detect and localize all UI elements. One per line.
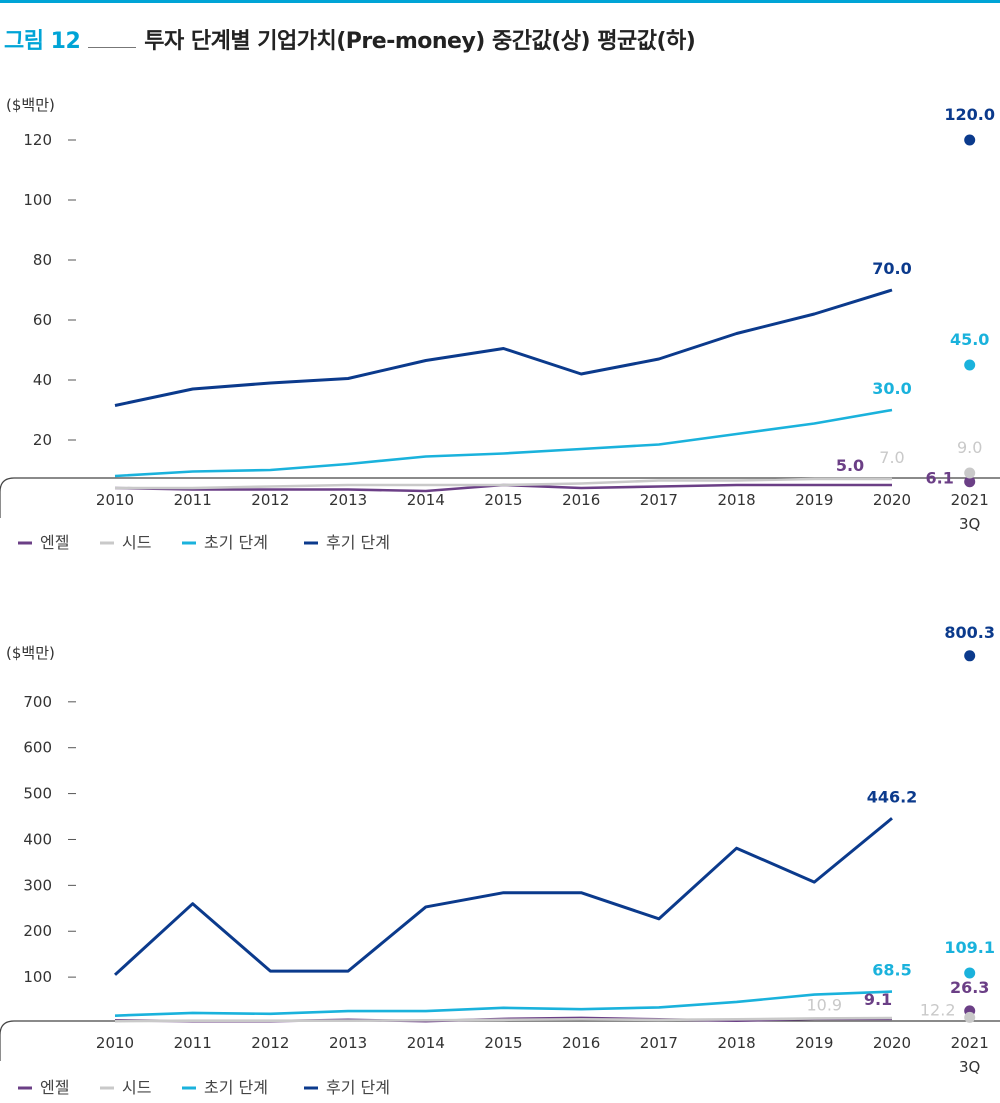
x-tick-label: 2011: [174, 1034, 212, 1052]
x-tick-label: 3Q: [959, 515, 980, 533]
data-label: 26.3: [950, 978, 989, 997]
x-tick-label: 2015: [484, 1034, 522, 1052]
legend-label-early: 초기 단계: [204, 1078, 268, 1097]
x-tick-label: 2017: [640, 1034, 678, 1052]
legend-label-seed: 시드: [122, 533, 151, 552]
x-tick-label: 2019: [795, 491, 833, 509]
series-line-later: [113, 817, 893, 976]
x-tick-label: 2014: [407, 491, 445, 509]
axis-frame: [0, 1020, 1000, 1061]
y-tick-label: 400: [23, 830, 52, 848]
legend-label-later: 후기 단계: [326, 1078, 390, 1097]
x-tick-label: 3Q: [959, 1058, 980, 1076]
series-point-later-2021: [964, 134, 976, 146]
y-tick-label: 80: [33, 251, 52, 269]
x-tick-label: 2010: [96, 1034, 134, 1052]
data-label: 7.0: [879, 448, 904, 467]
data-label: 5.0: [836, 456, 864, 475]
x-tick-label: 2013: [329, 491, 367, 509]
legend-label-seed: 시드: [122, 1078, 151, 1097]
data-label: 9.0: [957, 438, 982, 457]
x-tick-label: 2016: [562, 1034, 600, 1052]
legend-label-angel: 엔젤: [40, 1078, 69, 1097]
y-tick-label: 100: [23, 191, 52, 209]
series-point-early-2021: [964, 967, 976, 979]
x-tick-label: 2020: [873, 1034, 911, 1052]
y-tick-label: 700: [23, 693, 52, 711]
title-divider: [88, 46, 137, 48]
data-label: 109.1: [944, 938, 995, 957]
series-line-seed: [114, 1016, 893, 1023]
data-label: 10.9: [806, 995, 842, 1014]
y-tick-label: 40: [33, 371, 52, 389]
series-line-early: [114, 408, 893, 478]
data-label: 800.3: [944, 623, 995, 642]
data-label: 45.0: [950, 330, 989, 349]
data-label: 12.2: [920, 1000, 956, 1019]
figure-title: 그림 12 투자 단계별 기업가치(Pre-money) 중간값(상) 평균값(…: [4, 22, 696, 56]
top-accent-line: [0, 0, 1000, 3]
data-label: 9.1: [864, 990, 892, 1009]
y-tick-label: 20: [33, 431, 52, 449]
legend-label-early: 초기 단계: [204, 533, 268, 552]
x-tick-label: 2020: [873, 491, 911, 509]
series-point-seed-2021: [964, 1011, 976, 1023]
series-point-seed-2021: [964, 467, 976, 479]
legend-label-later: 후기 단계: [326, 533, 390, 552]
y-tick-label: 300: [23, 876, 52, 894]
data-label: 446.2: [867, 787, 918, 806]
axis-frame: [0, 477, 1000, 518]
mean-valuation-chart: ($백만) 100 200 300 400 500 600 700 2010 2011 2012 20…: [0, 623, 1000, 1097]
figure-caption: 투자 단계별 기업가치(Pre-money) 중간값(상) 평균값(하): [144, 29, 696, 54]
y-tick-label: 200: [23, 922, 52, 940]
x-tick-label: 2010: [96, 491, 134, 509]
x-tick-label: 2018: [718, 491, 756, 509]
series-line-seed: [115, 477, 892, 490]
data-label: 68.5: [872, 961, 911, 980]
series-point-angel-2021: [964, 476, 976, 488]
x-tick-label: 2021: [951, 491, 989, 509]
x-tick-label: 2012: [251, 1034, 289, 1052]
x-tick-label: 2012: [251, 491, 289, 509]
series-line-early: [114, 990, 893, 1017]
y-tick-label: 500: [23, 785, 52, 803]
x-tick-label: 2011: [174, 491, 212, 509]
x-tick-label: 2021: [951, 1034, 989, 1052]
x-tick-label: 2015: [484, 491, 522, 509]
data-label: 30.0: [872, 379, 911, 398]
unit-label: ($백만): [6, 644, 55, 662]
x-tick-label: 2016: [562, 491, 600, 509]
data-label: 70.0: [872, 259, 911, 278]
x-tick-label: 2018: [718, 1034, 756, 1052]
x-tick-label: 2013: [329, 1034, 367, 1052]
y-tick-label: 120: [23, 131, 52, 149]
series-line-later: [114, 288, 893, 407]
series-point-early-2021: [964, 359, 976, 371]
x-tick-label: 2019: [795, 1034, 833, 1052]
x-tick-label: 2017: [640, 491, 678, 509]
y-tick-label: 60: [33, 311, 52, 329]
data-label: 6.1: [926, 469, 954, 488]
x-tick-label: 2014: [407, 1034, 445, 1052]
data-label: 120.0: [944, 105, 995, 124]
y-tick-label: 600: [23, 739, 52, 757]
series-point-later-2021: [964, 650, 976, 662]
y-tick-label: 100: [23, 968, 52, 986]
legend-label-angel: 엔젤: [40, 533, 69, 552]
unit-label: ($백만): [6, 96, 55, 114]
median-valuation-chart: ($백만) 20 40 60 80 100 120 2010 2011 2012 2013 2014 2…: [0, 96, 1000, 552]
figure-number: 그림 12: [4, 29, 81, 54]
